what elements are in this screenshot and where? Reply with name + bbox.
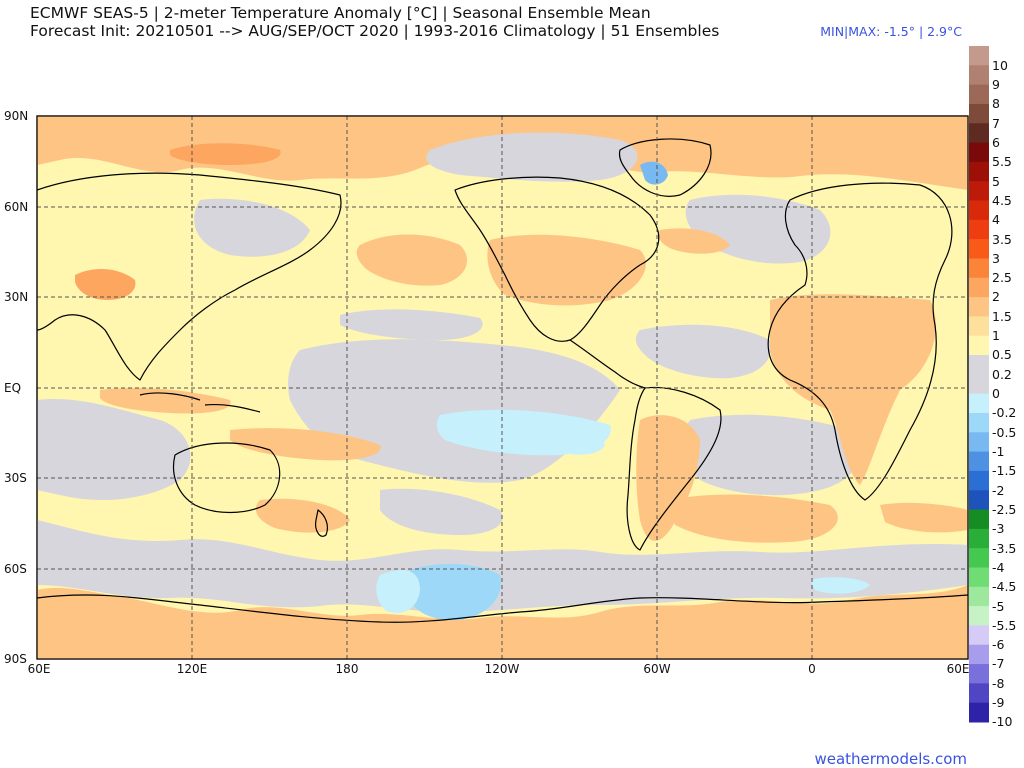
- grey-siberia: [194, 198, 310, 257]
- colorbar-tick-label: -5: [992, 598, 1005, 614]
- map-title-line1: ECMWF SEAS-5 | 2-meter Temperature Anoma…: [30, 4, 651, 22]
- warm-n-atl: [658, 228, 730, 254]
- colorbar-tick-label: 9: [992, 77, 1000, 92]
- lat-label-60s: 60S: [4, 562, 27, 576]
- lat-label-90n: 90N: [4, 109, 29, 123]
- colorbar-tick-label: -4: [992, 559, 1005, 575]
- warm-n-america: [487, 234, 646, 306]
- grey-atlantic-south: [681, 414, 860, 496]
- colorbar-tick-label: -3.5: [992, 540, 1017, 556]
- lon-label-0: 0: [808, 662, 816, 676]
- warm-asia: [75, 268, 136, 300]
- europe-africa-outline: [767, 182, 953, 501]
- map-title-line2: Forecast Init: 20210501 --> AUG/SEP/OCT …: [30, 22, 720, 40]
- colorbar-tick-label: -2: [992, 482, 1005, 498]
- warm-s-atl: [670, 494, 838, 543]
- grey-pacific-n: [340, 309, 483, 340]
- lon-label-60e-right: 60E: [946, 662, 970, 676]
- cool-s-pac-edge: [376, 570, 420, 614]
- south-america-outline: [626, 386, 722, 551]
- lat-label-eq: EQ: [4, 381, 22, 395]
- colorbar-tick-label: 0.5: [992, 347, 1012, 363]
- colorbar-tick-label: -1: [992, 443, 1005, 459]
- lat-label-90s: 90S: [4, 652, 27, 666]
- central-america-outline: [569, 339, 646, 389]
- colorbar-tick-label: 4: [992, 212, 1000, 228]
- colorbar-tick-label: 1: [992, 328, 1000, 344]
- antarctica-outline: [37, 594, 968, 623]
- colorbar-tick-label: -8: [992, 675, 1005, 691]
- lat-label-30n: 30N: [4, 290, 29, 304]
- grey-south-pac: [380, 488, 503, 535]
- cool-greenland: [640, 161, 668, 185]
- indonesia-outline: [139, 392, 261, 413]
- min-max-readout: MIN|MAX: -1.5° | 2.9°C: [820, 24, 962, 39]
- colorbar-tick-label: -0.5: [992, 424, 1017, 440]
- australia-outline: [173, 442, 281, 514]
- colorbar-tick-label: -2.5: [992, 501, 1017, 517]
- colorbar-tick-label: 1.5: [992, 308, 1012, 324]
- lon-label-60e: 60E: [27, 662, 51, 676]
- colorbar-tick-label: -10: [992, 714, 1013, 730]
- colorbar-tick-label: 4.5: [992, 192, 1012, 208]
- warm-s-ocean: [880, 502, 968, 533]
- colorbar-tick-label: 7: [992, 115, 1000, 131]
- lon-label-180: 180: [335, 662, 359, 676]
- colorbar-tick-label: 8: [992, 96, 1000, 112]
- grey-arctic: [426, 132, 638, 182]
- colorbar-tick-label: -5.5: [992, 617, 1017, 633]
- colorbar-tick-label: -6: [992, 637, 1005, 653]
- colorbar-tick-label: 3.5: [992, 231, 1012, 247]
- colorbar-tick-label: 0: [992, 386, 1000, 401]
- colorbar-tick-label: 2: [992, 289, 1000, 305]
- asia-outline: [37, 172, 342, 381]
- lon-label-120e: 120E: [176, 662, 208, 676]
- grey-indian: [37, 399, 191, 500]
- colorbar-tick-label: -9: [992, 695, 1005, 710]
- warm-africa: [770, 294, 936, 485]
- colorbar-tick-label: 6: [992, 134, 1000, 150]
- colorbar-tick-label: 2.5: [992, 270, 1012, 286]
- warm-indian: [100, 388, 231, 414]
- lat-label-30s: 30S: [4, 471, 27, 485]
- colorbar-tick-label: 3: [992, 250, 1000, 266]
- colorbar-tick-label: -3: [992, 521, 1005, 537]
- lon-label-60w: 60W: [643, 662, 671, 676]
- warm-w-pac: [230, 428, 381, 461]
- lat-label-60n: 60N: [4, 200, 29, 214]
- colorbar-tick-label: 10: [992, 57, 1008, 73]
- cool-s-atl: [810, 577, 870, 594]
- colorbar-tick-label: -0.2: [992, 405, 1017, 421]
- warm-n-pacific: [356, 234, 468, 286]
- warm-arctic-lobe: [170, 143, 281, 165]
- colorbar-tick-label: 5: [992, 173, 1000, 189]
- warm-s-pac: [255, 498, 350, 533]
- colorbar-tick-label: 0.2: [992, 366, 1012, 382]
- colorbar-tick-label: -7: [992, 656, 1005, 672]
- colorbar-tick-label: -4.5: [992, 579, 1017, 595]
- cool-s-atl-2: [543, 423, 605, 455]
- lon-label-120w: 120W: [484, 662, 520, 676]
- cool-s-pac-high: [408, 563, 501, 621]
- grey-atl-eq: [635, 324, 771, 379]
- colorbar-tick-label: 5.5: [992, 154, 1012, 170]
- new-zealand-outline: [315, 509, 329, 537]
- greenland-outline: [618, 138, 712, 197]
- colorbar-tick-label: -1.5: [992, 463, 1017, 479]
- north-america-outline: [454, 176, 660, 342]
- watermark: weathermodels.com: [814, 750, 967, 768]
